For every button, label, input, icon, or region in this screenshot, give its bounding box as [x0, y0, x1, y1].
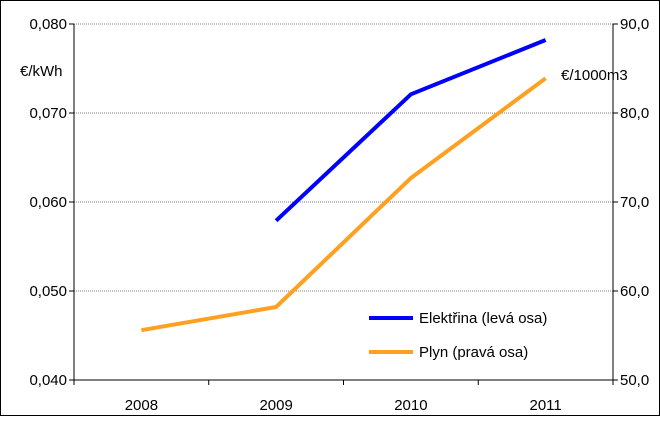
legend: Elektřina (levá osa) Plyn (pravá osa) [369, 310, 547, 361]
y-right-tick-label: 50,0 [620, 372, 649, 389]
y-left-tick-label: 0,070 [29, 105, 67, 122]
y-left-tick-label: 0,050 [29, 283, 67, 300]
x-tick-label: 2010 [394, 397, 427, 414]
y-right-tick-label: 70,0 [620, 194, 649, 211]
series-lines [141, 38, 547, 333]
y-left-unit-label: €/kWh [20, 63, 63, 80]
y-right-tick-label: 80,0 [620, 105, 649, 122]
axes: 0,040 50,0 0,050 60,0 0,060 70,0 0,070 80,0 0,08… [29, 16, 649, 414]
y-left-tick-label: 0,080 [29, 16, 67, 33]
legend-label-elektrina: Elektřina (levá osa) [419, 310, 547, 327]
y-left-tick-label: 0,060 [29, 194, 67, 211]
y-left-tick-label: 0,040 [29, 372, 67, 389]
axis-labels: €/kWh €/1000m3 [20, 63, 628, 84]
x-tick-label: 2011 [529, 397, 561, 414]
x-tick-label: 2008 [125, 397, 158, 414]
legend-label-plyn: Plyn (pravá osa) [419, 344, 528, 361]
x-tick-label: 2009 [259, 397, 292, 414]
y-right-unit-label: €/1000m3 [561, 67, 628, 84]
series-line-elektrina [274, 38, 547, 223]
y-right-tick-label: 90,0 [620, 16, 649, 33]
series-line-plyn [141, 76, 547, 333]
y-right-tick-label: 60,0 [620, 283, 649, 300]
